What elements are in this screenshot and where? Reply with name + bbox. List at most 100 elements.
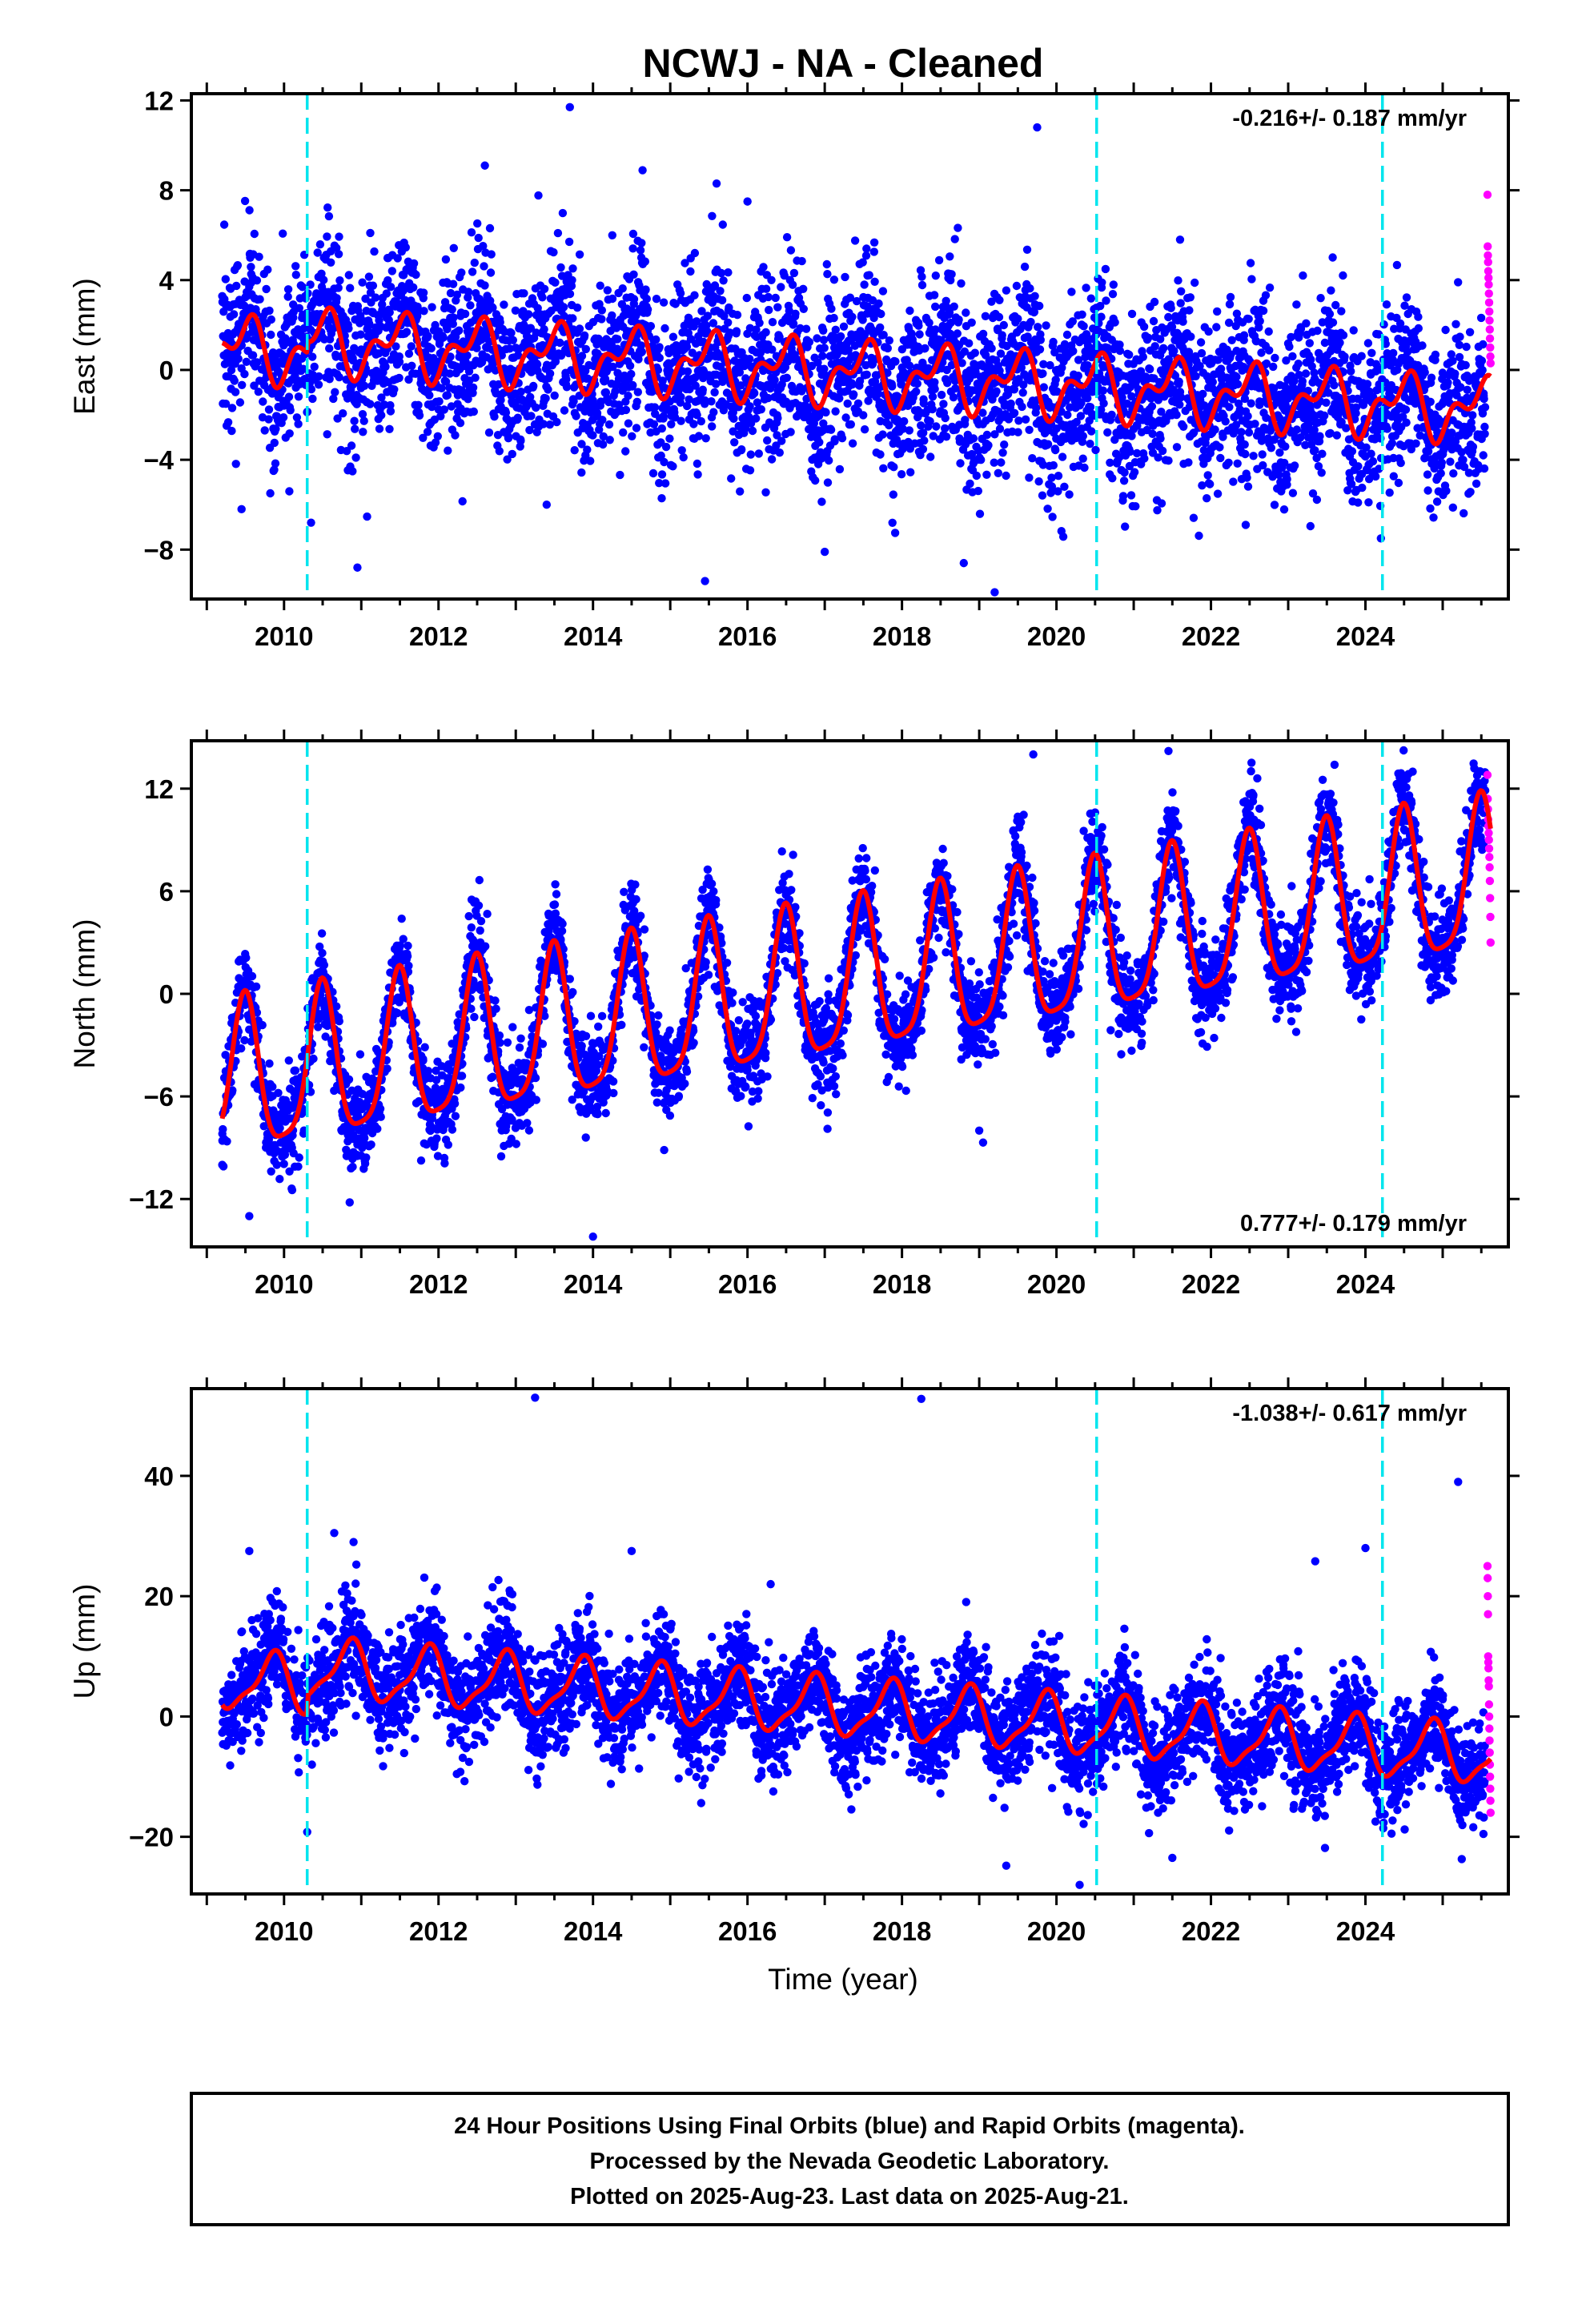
data-point (335, 232, 343, 241)
data-point (229, 310, 239, 319)
data-point (1259, 306, 1268, 316)
data-point (359, 416, 368, 425)
data-point (1477, 356, 1487, 365)
data-point (325, 344, 334, 353)
data-point (921, 344, 930, 353)
data-point (1367, 348, 1376, 357)
data-point (874, 299, 883, 308)
data-point (1312, 495, 1322, 505)
data-point (1014, 314, 1022, 324)
data-point (1060, 482, 1069, 491)
data-point (888, 382, 897, 391)
data-point (1177, 287, 1186, 296)
y-tick-label: −4 (143, 445, 174, 475)
data-point (1480, 464, 1489, 473)
data-point (425, 391, 434, 400)
data-point (1184, 458, 1193, 467)
data-point (946, 252, 954, 261)
data-point (1460, 509, 1468, 518)
data-point (315, 372, 323, 381)
data-point (621, 447, 630, 456)
data-point (799, 304, 808, 313)
data-point (375, 424, 384, 433)
data-point (822, 259, 832, 269)
data-point (240, 369, 249, 379)
data-point (284, 392, 294, 401)
data-point (827, 304, 836, 313)
data-point (1148, 429, 1157, 438)
data-point (267, 330, 275, 340)
data-point (761, 284, 771, 293)
data-point (931, 302, 940, 312)
data-point (455, 326, 464, 335)
data-point (1335, 338, 1344, 348)
data-point (878, 430, 887, 439)
plot-area (218, 103, 1496, 597)
data-point (1392, 260, 1402, 270)
data-point (697, 416, 705, 426)
data-point (295, 304, 303, 312)
data-point (732, 327, 741, 336)
data-point (264, 405, 274, 414)
data-point (1172, 410, 1181, 420)
data-point (575, 324, 584, 333)
data-point (315, 240, 325, 249)
data-point (608, 294, 617, 304)
data-point (724, 268, 733, 277)
data-point (757, 405, 765, 414)
data-point (823, 478, 833, 487)
data-point (265, 1059, 274, 1068)
data-point (1067, 287, 1076, 296)
data-point (1138, 352, 1148, 361)
data-point (382, 289, 391, 298)
data-point (613, 335, 622, 344)
data-point (745, 466, 755, 475)
data-point (862, 370, 871, 379)
data-point (544, 385, 552, 394)
data-point (1020, 262, 1030, 271)
data-point (221, 275, 230, 283)
data-point (693, 470, 702, 479)
data-point (364, 272, 374, 281)
data-point (1401, 405, 1411, 414)
data-point (1279, 505, 1289, 514)
data-point (1452, 320, 1460, 328)
data-point (1048, 513, 1057, 521)
data-point (247, 971, 257, 981)
data-point (879, 464, 888, 472)
outlier-point (1033, 123, 1042, 132)
data-point (248, 351, 258, 360)
data-point (1010, 408, 1019, 417)
data-point (829, 275, 839, 284)
data-point (1225, 300, 1235, 309)
data-point (1306, 521, 1315, 531)
data-point (1043, 440, 1053, 448)
data-point (581, 344, 590, 354)
data-point (335, 276, 344, 285)
data-point (829, 313, 838, 323)
data-point (317, 269, 326, 278)
data-point (390, 385, 399, 394)
data-point (1097, 312, 1106, 321)
data-point (1174, 276, 1182, 285)
data-point (1014, 416, 1023, 425)
data-point (1247, 275, 1256, 283)
data-point (605, 436, 614, 444)
data-point (1267, 444, 1276, 452)
data-point (279, 413, 288, 422)
data-point (941, 413, 950, 423)
data-point (1288, 489, 1298, 497)
data-point (746, 450, 755, 459)
data-point (632, 397, 641, 406)
data-point (690, 248, 700, 258)
data-point (508, 449, 516, 459)
data-point (1241, 449, 1250, 459)
data-point (532, 360, 542, 369)
data-point (801, 324, 811, 333)
data-point (252, 358, 262, 367)
outlier-point (712, 179, 721, 188)
data-point (1465, 328, 1475, 336)
data-point (652, 295, 661, 304)
data-point (419, 433, 428, 442)
data-point (708, 422, 717, 431)
